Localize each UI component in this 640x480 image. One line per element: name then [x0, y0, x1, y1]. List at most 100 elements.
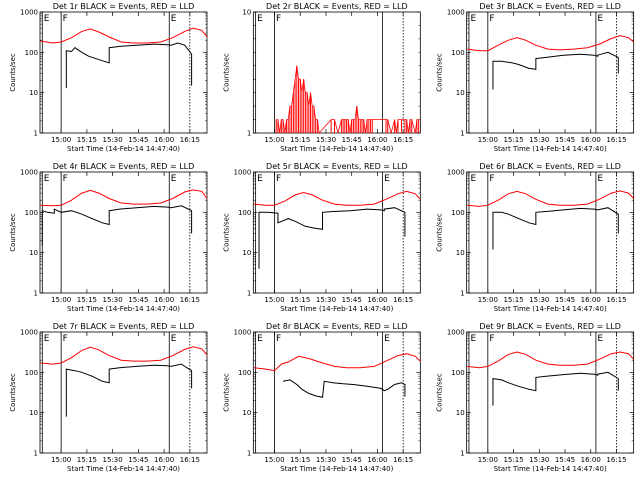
y-tick-label: 1000	[234, 169, 252, 177]
y-tick-label: 10	[456, 89, 465, 97]
x-tick-label: 15:00	[51, 296, 71, 304]
series-lld	[275, 65, 420, 133]
x-tick-label: 16:00	[154, 136, 174, 144]
x-tick-label: 16:15	[393, 136, 413, 144]
x-tick-label: 16:00	[154, 456, 174, 464]
plot-frame	[252, 11, 421, 134]
y-tick-label: 1000	[234, 329, 252, 337]
event-marker-label: E	[171, 334, 177, 344]
x-tick-label: 16:15	[606, 296, 626, 304]
series-line-events	[258, 207, 406, 269]
panel-title: Det 2r BLACK = Events, RED = LLD	[266, 2, 408, 11]
panel-title: Det 1r BLACK = Events, RED = LLD	[53, 2, 195, 11]
x-tick-label: 15:00	[478, 296, 498, 304]
x-tick-label: 16:00	[367, 456, 387, 464]
panel-title: Det 8r BLACK = Events, RED = LLD	[266, 322, 408, 331]
event-marker-label: F	[489, 334, 494, 344]
x-tick-label: 15:15	[77, 296, 97, 304]
x-tick-label: 15:30	[103, 136, 123, 144]
series-line-events	[65, 363, 193, 417]
event-marker-label: E	[44, 14, 50, 24]
series-line-events	[492, 207, 619, 250]
series-line-lld	[467, 190, 635, 207]
y-tick-label: 100	[451, 209, 464, 217]
x-tick-label: 15:00	[264, 456, 284, 464]
x-tick-label: 15:45	[342, 296, 362, 304]
event-marker-label: E	[470, 14, 476, 24]
y-tick-label: 10	[29, 249, 38, 257]
panel-title: Det 7r BLACK = Events, RED = LLD	[53, 322, 195, 331]
panel-title: Det 3r BLACK = Events, RED = LLD	[479, 2, 621, 11]
detector-panel-1: Det 1r BLACK = Events, RED = LLD 1 10 100 10…	[9, 2, 208, 153]
x-tick-label: 15:15	[77, 136, 97, 144]
y-tick-label: 10	[242, 409, 251, 417]
y-axis-label: Counts/sec	[222, 373, 230, 412]
x-tick-label: 15:45	[555, 296, 575, 304]
x-tick-label: 15:15	[77, 456, 97, 464]
x-tick-label: 15:30	[103, 296, 123, 304]
event-marker-label: E	[257, 174, 263, 184]
plot-frame	[466, 11, 635, 134]
x-axis-label: Start Time (14-Feb-14 14:47:40)	[67, 145, 180, 153]
event-marker-label: E	[384, 174, 390, 184]
x-tick-label: 15:45	[128, 456, 148, 464]
y-tick-label: 1000	[20, 9, 38, 17]
plot-frame	[466, 331, 635, 454]
detector-panel-8: Det 8r BLACK = Events, RED = LLD 1 10 100 10…	[222, 322, 421, 473]
y-tick-label: 10	[29, 409, 38, 417]
y-tick-label: 1	[460, 130, 464, 138]
series-line-lld	[40, 189, 208, 207]
x-axis-label: Start Time (14-Feb-14 14:47:40)	[67, 305, 180, 313]
x-tick-label: 15:00	[51, 136, 71, 144]
series-line-lld	[467, 351, 635, 369]
x-tick-label: 16:15	[393, 296, 413, 304]
x-tick-label: 16:15	[180, 456, 200, 464]
plot-frame	[252, 331, 421, 454]
event-marker-label: E	[171, 14, 177, 24]
event-marker-label: E	[44, 174, 50, 184]
event-marker-label: E	[597, 14, 603, 24]
y-tick-label: 1000	[20, 169, 38, 177]
x-tick-label: 15:30	[529, 296, 549, 304]
x-axis-label: Start Time (14-Feb-14 14:47:40)	[280, 305, 393, 313]
event-marker-label: F	[276, 174, 281, 184]
y-tick-label: 1000	[447, 169, 465, 177]
y-tick-label: 10	[456, 409, 465, 417]
x-tick-label: 15:30	[103, 456, 123, 464]
y-tick-label: 1	[460, 290, 464, 298]
event-marker-label: E	[384, 334, 390, 344]
detector-panel-5: Det 5r BLACK = Events, RED = LLD 1 10 100 10…	[222, 162, 421, 313]
series-line-events	[65, 42, 193, 89]
event-marker-label: F	[276, 334, 281, 344]
x-tick-label: 15:15	[290, 456, 310, 464]
y-tick-label: 100	[25, 369, 38, 377]
series-line-events	[41, 205, 193, 246]
event-marker-label: E	[470, 174, 476, 184]
x-tick-label: 16:00	[581, 136, 601, 144]
x-tick-label: 16:15	[180, 296, 200, 304]
x-tick-label: 15:15	[290, 136, 310, 144]
y-tick-label: 10	[242, 249, 251, 257]
event-marker-label: F	[63, 334, 68, 344]
x-tick-label: 16:00	[367, 136, 387, 144]
plot-frame	[39, 11, 208, 134]
plot-frame	[466, 171, 635, 294]
y-tick-label: 1000	[20, 329, 38, 337]
x-tick-label: 15:00	[478, 456, 498, 464]
series-line-events	[492, 51, 619, 90]
detector-panel-6: Det 6r BLACK = Events, RED = LLD 1 10 100 10…	[436, 162, 635, 313]
y-tick-label: 100	[25, 49, 38, 57]
x-tick-label: 16:15	[606, 136, 626, 144]
series-line-lld	[253, 190, 421, 206]
x-tick-label: 15:15	[503, 456, 523, 464]
y-tick-label: 10	[29, 89, 38, 97]
detector-panel-3: Det 3r BLACK = Events, RED = LLD 1 10 100 10…	[436, 2, 635, 153]
x-tick-label: 15:30	[316, 296, 336, 304]
detector-panel-4: Det 4r BLACK = Events, RED = LLD 1 10 100 10…	[9, 162, 208, 313]
panel-title: Det 9r BLACK = Events, RED = LLD	[479, 322, 621, 331]
event-marker-label: E	[597, 174, 603, 184]
x-tick-label: 16:00	[154, 296, 174, 304]
y-tick-label: 100	[451, 49, 464, 57]
event-marker-label: E	[171, 174, 177, 184]
